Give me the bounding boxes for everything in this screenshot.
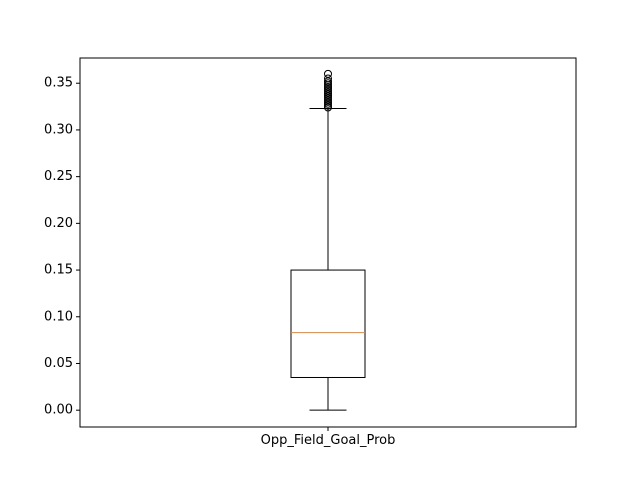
- y-tick-label: 0.25: [44, 169, 73, 184]
- iqr-box: [290, 269, 366, 378]
- x-axis: Opp_Field_Goal_Prob: [261, 427, 396, 448]
- y-tick-label: 0.15: [44, 263, 73, 278]
- y-tick-label: 0.30: [44, 122, 73, 137]
- x-tick-label: Opp_Field_Goal_Prob: [261, 433, 396, 448]
- outlier-point: [324, 74, 332, 83]
- boxes: [290, 69, 366, 411]
- y-tick-label: 0.00: [44, 403, 73, 418]
- outlier-point: [324, 69, 332, 78]
- y-axis: 0.00 0.05 0.10 0.15 0.20 0.25 0.30 0.35: [44, 76, 80, 418]
- y-tick-label: 0.20: [44, 216, 73, 231]
- y-tick-label: 0.35: [44, 76, 73, 91]
- y-tick-label: 0.05: [44, 356, 73, 371]
- y-tick-label: 0.10: [44, 309, 73, 324]
